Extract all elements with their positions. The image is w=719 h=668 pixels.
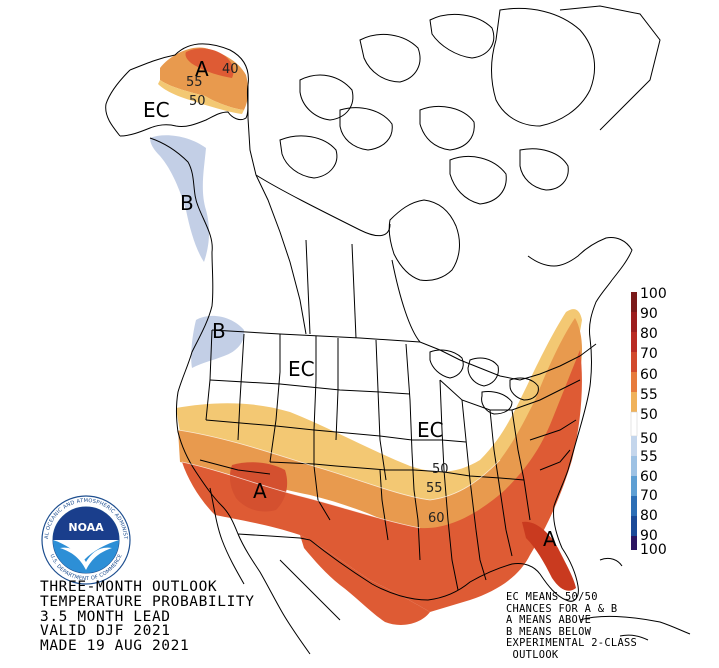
scale-label: 55 bbox=[640, 449, 658, 465]
a-label-florida: A bbox=[543, 527, 557, 551]
scale-label: 60 bbox=[640, 367, 658, 383]
scale-below-90-100 bbox=[631, 536, 637, 550]
contour-label-ak-50: 50 bbox=[189, 94, 206, 109]
scale-label: 70 bbox=[640, 346, 658, 362]
scale-label: 70 bbox=[640, 488, 658, 504]
scale-above-80-70 bbox=[631, 332, 637, 352]
southwest-above-core-region bbox=[229, 462, 288, 512]
scale-above-70-60 bbox=[631, 352, 637, 372]
probability-scale bbox=[630, 292, 638, 550]
noaa-logo: NOAA NATIONAL OCEANIC AND ATMOSPHERIC AD… bbox=[41, 495, 131, 585]
legend-note-line: OUTLOOK bbox=[506, 648, 559, 661]
legend-note-line: EXPERIMENTAL 2-CLASS bbox=[506, 637, 638, 650]
florida-above-region bbox=[522, 521, 576, 591]
scale-above-60-55 bbox=[631, 372, 637, 392]
contour-label-ak-40: 40 bbox=[222, 62, 239, 77]
contour-lines bbox=[177, 429, 501, 529]
b-label-wa: B bbox=[212, 319, 226, 343]
bc-below-region bbox=[150, 135, 210, 262]
contour-label-ak-55: 55 bbox=[186, 75, 203, 90]
scale-above-100-90 bbox=[631, 292, 637, 312]
scale-below-55-60 bbox=[631, 456, 637, 476]
scale-label: 55 bbox=[640, 387, 658, 403]
scale-above-90-80 bbox=[631, 312, 637, 332]
a-label-alaska: A bbox=[195, 57, 209, 81]
scale-label: 100 bbox=[640, 286, 667, 302]
scale-label: 90 bbox=[640, 306, 658, 322]
scale-label: 90 bbox=[640, 528, 658, 544]
legend-note-line: A MEANS ABOVE bbox=[506, 614, 592, 627]
scale-below-80-90 bbox=[631, 516, 637, 536]
outlook-title-line: TEMPERATURE PROBABILITY bbox=[40, 593, 255, 610]
noaa-logo-text: NOAA bbox=[68, 521, 104, 534]
alaska-above-inner-region bbox=[185, 48, 234, 78]
contour-label-us-50: 50 bbox=[432, 462, 449, 477]
ec-label-plains: EC bbox=[288, 357, 315, 381]
scale-label: 60 bbox=[640, 469, 658, 485]
scale-label: 80 bbox=[640, 508, 658, 524]
scale-below-50-55 bbox=[631, 436, 637, 456]
scale-label: 50 bbox=[640, 431, 658, 447]
scale-below-60-70 bbox=[631, 476, 637, 496]
scale-labels: 100 90 80 70 60 55 50 50 55 60 70 80 90 … bbox=[640, 286, 680, 558]
scale-ec bbox=[630, 411, 638, 437]
scale-label: 80 bbox=[640, 326, 658, 342]
ec-label-alaska: EC bbox=[143, 98, 170, 122]
ec-label-midwest: EC bbox=[417, 418, 444, 442]
outlook-title-block: THREE-MONTH OUTLOOK TEMPERATURE PROBABIL… bbox=[40, 580, 255, 654]
outlook-title-line: THREE-MONTH OUTLOOK bbox=[40, 579, 218, 595]
scale-label: 100 bbox=[640, 542, 667, 558]
legend-note-line: EC MEANS 50/50 bbox=[506, 591, 598, 603]
legend-note-line: CHANCES FOR A & B bbox=[506, 602, 618, 615]
wa-below-region bbox=[191, 315, 245, 368]
alaska-above-light-region bbox=[158, 80, 244, 114]
outlook-title-line: MADE 19 AUG 2021 bbox=[40, 638, 190, 655]
a-label-southwest: A bbox=[253, 479, 267, 503]
outlook-title-line: 3.5 MONTH LEAD bbox=[40, 608, 171, 625]
scale-above-55-50 bbox=[631, 392, 637, 412]
land-outlines bbox=[105, 5, 691, 655]
outlook-title-line: VALID DJF 2021 bbox=[40, 623, 171, 640]
contour-label-us-55: 55 bbox=[426, 481, 443, 496]
south-above-60-region bbox=[182, 350, 582, 612]
legend-note-line: B MEANS BELOW bbox=[506, 625, 592, 638]
south-above-40-region bbox=[176, 309, 582, 520]
scale-label: 50 bbox=[640, 407, 658, 423]
legend-notes: EC MEANS 50/50 CHANCES FOR A & B A MEANS… bbox=[506, 591, 638, 662]
scale-below-70-80 bbox=[631, 496, 637, 516]
contour-label-us-60: 60 bbox=[428, 511, 445, 526]
b-label-bc: B bbox=[180, 191, 194, 215]
south-above-50-region bbox=[178, 318, 583, 550]
